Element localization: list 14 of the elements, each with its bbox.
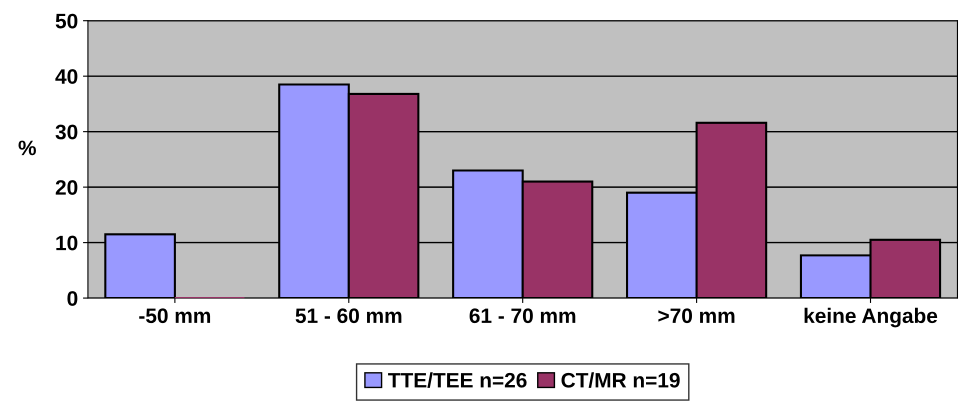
y-tick-label: 40 <box>55 69 78 84</box>
y-tick-label: 50 <box>56 14 78 28</box>
x-tick-label: -50 mm <box>139 308 210 324</box>
y-tick-label: 10 <box>56 236 78 250</box>
y-axis-title: % <box>18 140 36 156</box>
x-tick-label: 51 - 60 mm <box>296 308 402 324</box>
x-tick-label: 61 - 70 mm <box>470 308 576 324</box>
legend-label: TTE/TEE n=26 <box>388 372 527 388</box>
y-tick-label: 30 <box>56 124 78 140</box>
y-tick-label: 20 <box>56 180 78 195</box>
x-tick-label: >70 mm <box>658 308 734 324</box>
y-tick-label: 0 <box>67 291 78 306</box>
x-tick-label: keine Angabe <box>804 308 938 328</box>
legend-label: CT/MR n=19 <box>562 372 680 388</box>
